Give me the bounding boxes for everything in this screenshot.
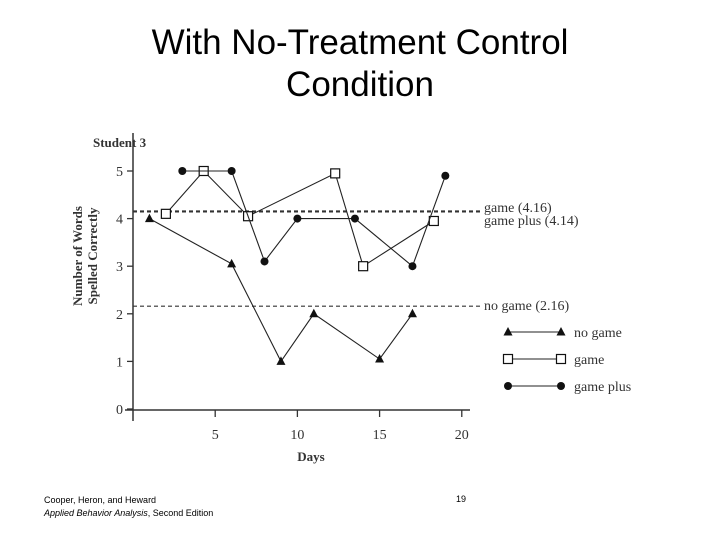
series-layer xyxy=(144,165,450,365)
footer-edition: , Second Edition xyxy=(147,508,214,518)
data-point-game-plus xyxy=(350,214,359,223)
legend-marker-game-plus xyxy=(504,382,512,390)
footer-book-line: Applied Behavior Analysis, Second Editio… xyxy=(44,507,213,520)
y-tick-label: 1 xyxy=(116,355,123,370)
panel-label: Student 3 xyxy=(93,135,147,150)
slide-title-line-2: Condition xyxy=(286,65,434,104)
data-point-game-plus xyxy=(441,171,450,180)
x-tick-label: 15 xyxy=(373,428,387,443)
data-point-no-game xyxy=(227,258,237,268)
x-tick-label: 5 xyxy=(212,428,219,443)
mean-lines: game (4.16)game plus (4.14) no game (2.16… xyxy=(133,201,579,314)
data-point-no-game xyxy=(309,308,319,318)
series-line-no-game xyxy=(149,218,413,363)
legend-label-game-plus: game plus xyxy=(574,380,631,395)
data-point-no-game xyxy=(407,308,417,318)
x-tick-label: 10 xyxy=(290,428,304,443)
data-point-game-plus xyxy=(178,167,187,175)
page-number: 19 xyxy=(456,494,467,504)
y-tick-label: 5 xyxy=(116,165,123,180)
data-point-game xyxy=(428,215,439,227)
mean-line-label: game (4.16) xyxy=(484,201,552,216)
legend-marker-game xyxy=(555,353,567,365)
data-point-game xyxy=(358,261,369,272)
footer-authors: Cooper, Heron, and Heward xyxy=(44,495,157,505)
data-point-no-game xyxy=(375,354,385,363)
mean-line-label: game plus (4.14) xyxy=(484,214,579,229)
x-tick-label: 20 xyxy=(455,428,469,443)
series-no-game xyxy=(144,213,417,365)
data-point-no-game xyxy=(276,356,286,365)
footer-book-title: Applied Behavior Analysis xyxy=(44,508,148,518)
data-point-game xyxy=(330,168,341,179)
legend-marker-no-game xyxy=(503,327,513,336)
legend: no game game game plus xyxy=(502,326,631,395)
data-point-game-plus xyxy=(260,257,269,266)
y-axis-label-line-1: Number of Words xyxy=(70,206,85,306)
data-point-game xyxy=(160,208,171,219)
legend-label-no-game: no game xyxy=(574,326,622,341)
slide-title: With No-Treatment Control Condition xyxy=(0,22,720,106)
series-game-plus xyxy=(178,167,450,271)
mean-line-label: no game (2.16) xyxy=(484,299,569,314)
data-point-game-plus xyxy=(227,167,236,175)
legend-marker-no-game xyxy=(556,327,566,336)
y-axis-title: Number of Words Spelled Correctly xyxy=(70,206,100,306)
data-point-no-game xyxy=(144,213,154,223)
y-tick-label: 0 xyxy=(116,403,123,418)
footer-citation: Cooper, Heron, and Heward Applied Behavi… xyxy=(44,494,213,520)
legend-label-game: game xyxy=(574,353,604,368)
legend-marker-game-plus xyxy=(557,382,565,390)
y-tick-label: 2 xyxy=(116,308,123,323)
axes: 0 1 2 3 4 5 5 10 15 20 xyxy=(116,133,470,443)
legend-marker-game xyxy=(502,353,514,365)
y-axis-label-line-2: Spelled Correctly xyxy=(85,207,100,304)
slide-title-line-1: With No-Treatment Control xyxy=(151,23,569,62)
series-line-game-plus xyxy=(182,170,446,268)
data-point-game-plus xyxy=(293,214,302,223)
y-tick-label: 3 xyxy=(116,260,123,275)
y-tick-label: 4 xyxy=(116,213,123,228)
series-line-game xyxy=(165,170,435,268)
data-point-game-plus xyxy=(408,262,417,271)
x-axis-label: Days xyxy=(297,449,324,464)
